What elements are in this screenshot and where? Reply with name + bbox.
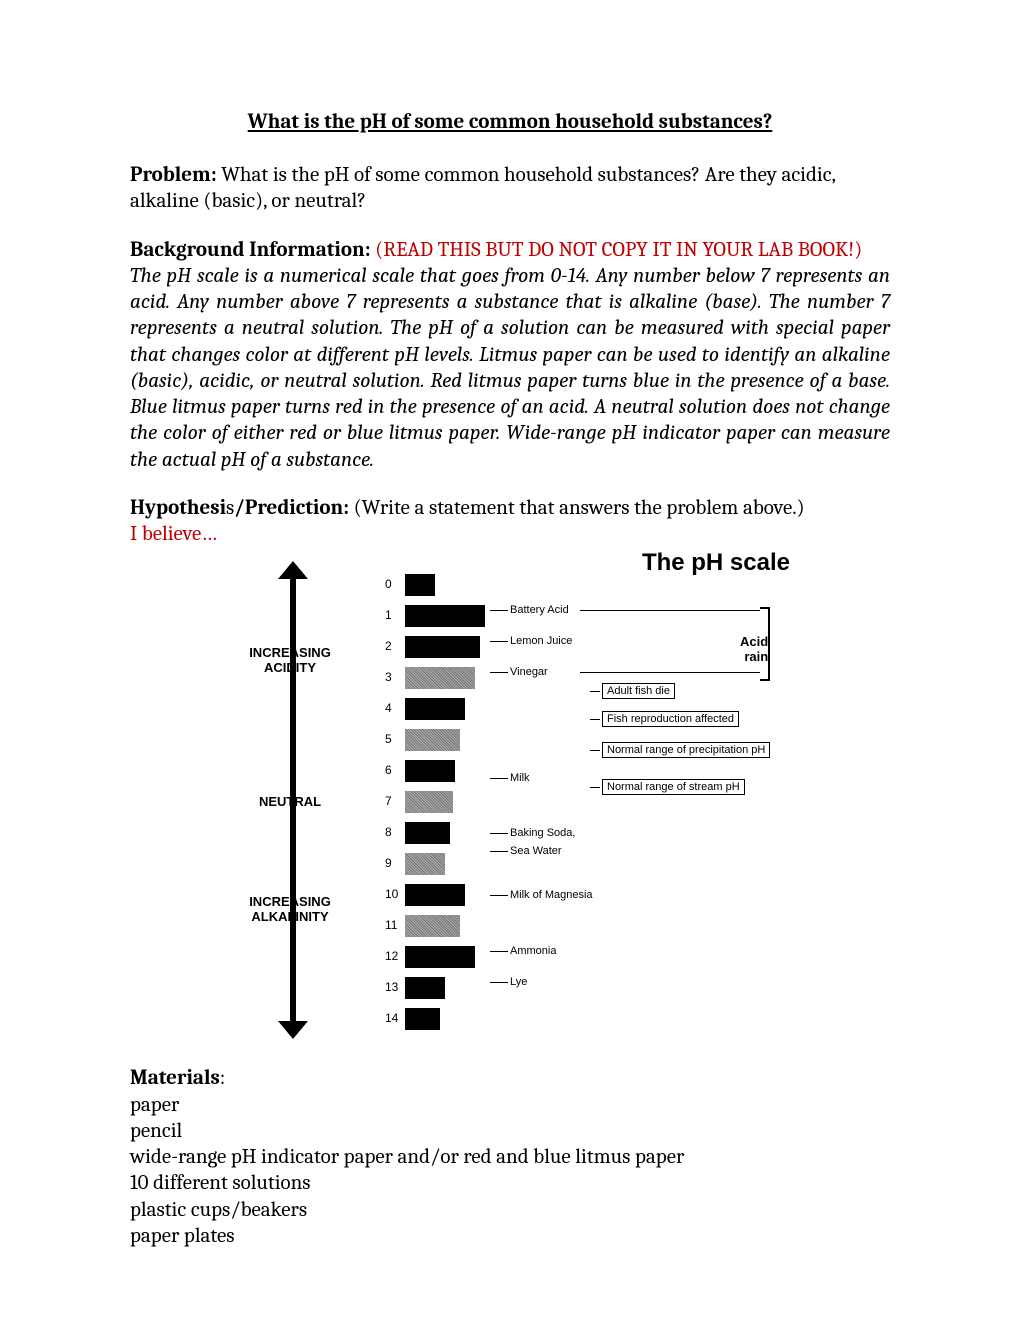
ph-bar <box>405 853 445 875</box>
ph-scale-figure-wrap: The pH scale INCREASINGACIDITY NEUTRAL I… <box>130 549 890 1043</box>
ph-number: 1 <box>385 608 392 622</box>
environment-label: Fish reproduction affected <box>602 711 739 727</box>
tick-line <box>590 750 600 751</box>
ph-bar <box>405 915 460 937</box>
ph-number: 12 <box>385 949 398 963</box>
environment-label: Normal range of stream pH <box>602 779 745 795</box>
problem-text: What is the pH of some common household … <box>130 163 835 213</box>
tick-line <box>490 778 508 779</box>
ph-number: 7 <box>385 794 392 808</box>
ph-bar <box>405 574 435 596</box>
tick-line <box>490 982 508 983</box>
ph-bar <box>405 729 460 751</box>
ph-bar <box>405 822 450 844</box>
hypothesis-text: (Write a statement that answers the prob… <box>349 496 805 520</box>
tick-line <box>490 610 508 611</box>
ph-number: 4 <box>385 701 392 715</box>
ph-bar <box>405 1008 440 1030</box>
axis-label-alkalinity: INCREASINGALKALINITY <box>230 894 350 924</box>
ph-number: 11 <box>385 918 397 932</box>
tick-line <box>490 672 508 673</box>
ph-number: 14 <box>385 1011 398 1025</box>
ph-bar <box>405 884 465 906</box>
tick-line <box>490 833 508 834</box>
hypothesis-section: Hypothesis/Prediction: (Write a statemen… <box>130 495 890 548</box>
substance-label: Battery Acid <box>510 604 569 616</box>
hypothesis-prompt: I believe… <box>130 522 217 546</box>
material-item: pencil <box>130 1119 182 1143</box>
arrow-down-icon <box>278 1021 308 1039</box>
substance-label: Lye <box>510 976 527 988</box>
ph-number: 13 <box>385 980 398 994</box>
environment-label: Adult fish die <box>602 683 675 699</box>
tick-line <box>490 895 508 896</box>
tick-line <box>490 951 508 952</box>
substance-label: Vinegar <box>510 666 548 678</box>
substance-label: Ammonia <box>510 945 556 957</box>
problem-label: Problem: <box>130 163 217 187</box>
material-item: paper <box>130 1093 179 1117</box>
ph-bar <box>405 760 455 782</box>
ph-bar <box>405 698 465 720</box>
tick-line <box>590 691 600 692</box>
axis-label-acidity: INCREASINGACIDITY <box>230 645 350 675</box>
tick-line <box>490 641 508 642</box>
substance-label: Sea Water <box>510 845 562 857</box>
material-item: paper plates <box>130 1224 235 1248</box>
substance-label: Milk of Magnesia <box>510 889 593 901</box>
ph-bar <box>405 667 475 689</box>
tick-line <box>490 851 508 852</box>
page-title: What is the pH of some common household … <box>130 110 890 134</box>
hypothesis-label-c: /Prediction: <box>234 496 349 520</box>
acid-rain-label: Acidrain <box>740 634 768 664</box>
materials-label: Materials <box>130 1066 220 1090</box>
ph-bar <box>405 605 485 627</box>
background-body: The pH scale is a numerical scale that g… <box>130 264 890 472</box>
background-warning: (READ THIS BUT DO NOT COPY IT IN YOUR LA… <box>371 238 863 262</box>
materials-section: Materials: paperpencilwide-range pH indi… <box>130 1065 890 1249</box>
substance-label: Lemon Juice <box>510 635 572 647</box>
ph-number: 5 <box>385 732 392 746</box>
ph-bar <box>405 946 475 968</box>
ph-number: 6 <box>385 763 392 777</box>
ph-bar <box>405 977 445 999</box>
ph-number: 3 <box>385 670 392 684</box>
ph-scale-figure: The pH scale INCREASINGACIDITY NEUTRAL I… <box>230 549 790 1039</box>
material-item: plastic cups/beakers <box>130 1198 307 1222</box>
ph-number: 10 <box>385 887 398 901</box>
ph-number: 8 <box>385 825 392 839</box>
hypothesis-label-a: Hypothesi <box>130 496 226 520</box>
substance-label: Milk <box>510 772 530 784</box>
ph-number: 2 <box>385 639 392 653</box>
ph-scale-title: The pH scale <box>642 549 790 577</box>
tick-line <box>590 787 600 788</box>
axis-label-neutral: NEUTRAL <box>230 794 350 809</box>
tick-line <box>590 719 600 720</box>
connector-line <box>580 610 760 611</box>
material-item: wide-range pH indicator paper and/or red… <box>130 1145 684 1169</box>
substance-label: Baking Soda, <box>510 827 575 839</box>
ph-number: 9 <box>385 856 392 870</box>
background-section: Background Information: (READ THIS BUT D… <box>130 237 890 473</box>
ph-bar <box>405 636 480 658</box>
ph-bar <box>405 791 453 813</box>
ph-number: 0 <box>385 577 392 591</box>
connector-line <box>580 672 760 673</box>
material-item: 10 different solutions <box>130 1171 311 1195</box>
background-label: Background Information: <box>130 238 371 262</box>
environment-label: Normal range of precipitation pH <box>602 742 770 758</box>
problem-section: Problem: What is the pH of some common h… <box>130 162 890 215</box>
